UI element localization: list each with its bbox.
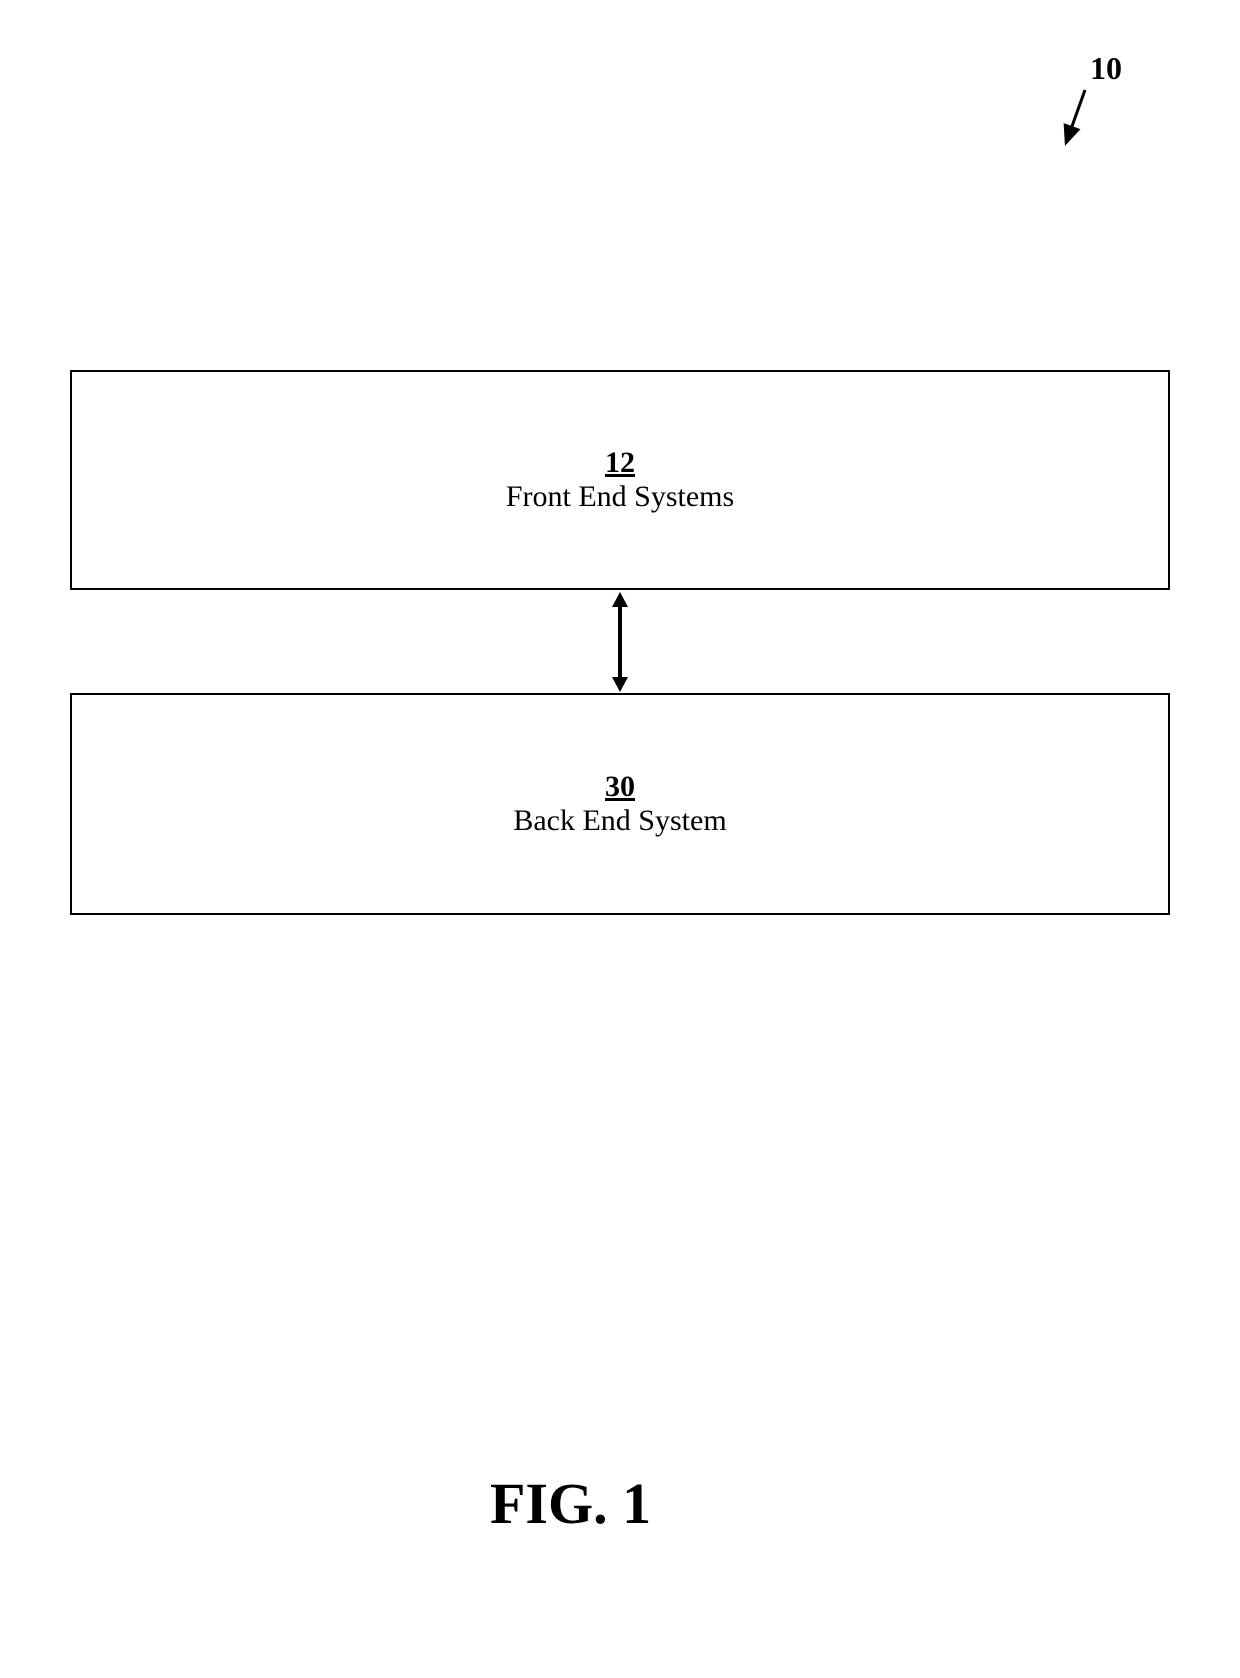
front-end-label: Front End Systems xyxy=(506,480,734,514)
reference-number-label: 10 xyxy=(1090,50,1122,87)
front-end-box: 12 Front End Systems xyxy=(70,370,1170,590)
figure-caption: FIG. 1 xyxy=(490,1470,651,1537)
reference-arrow xyxy=(1030,85,1110,165)
back-end-number: 30 xyxy=(605,770,635,804)
connector-arrow xyxy=(595,590,645,694)
front-end-number: 12 xyxy=(605,446,635,480)
back-end-label: Back End System xyxy=(513,804,726,838)
back-end-box: 30 Back End System xyxy=(70,693,1170,915)
